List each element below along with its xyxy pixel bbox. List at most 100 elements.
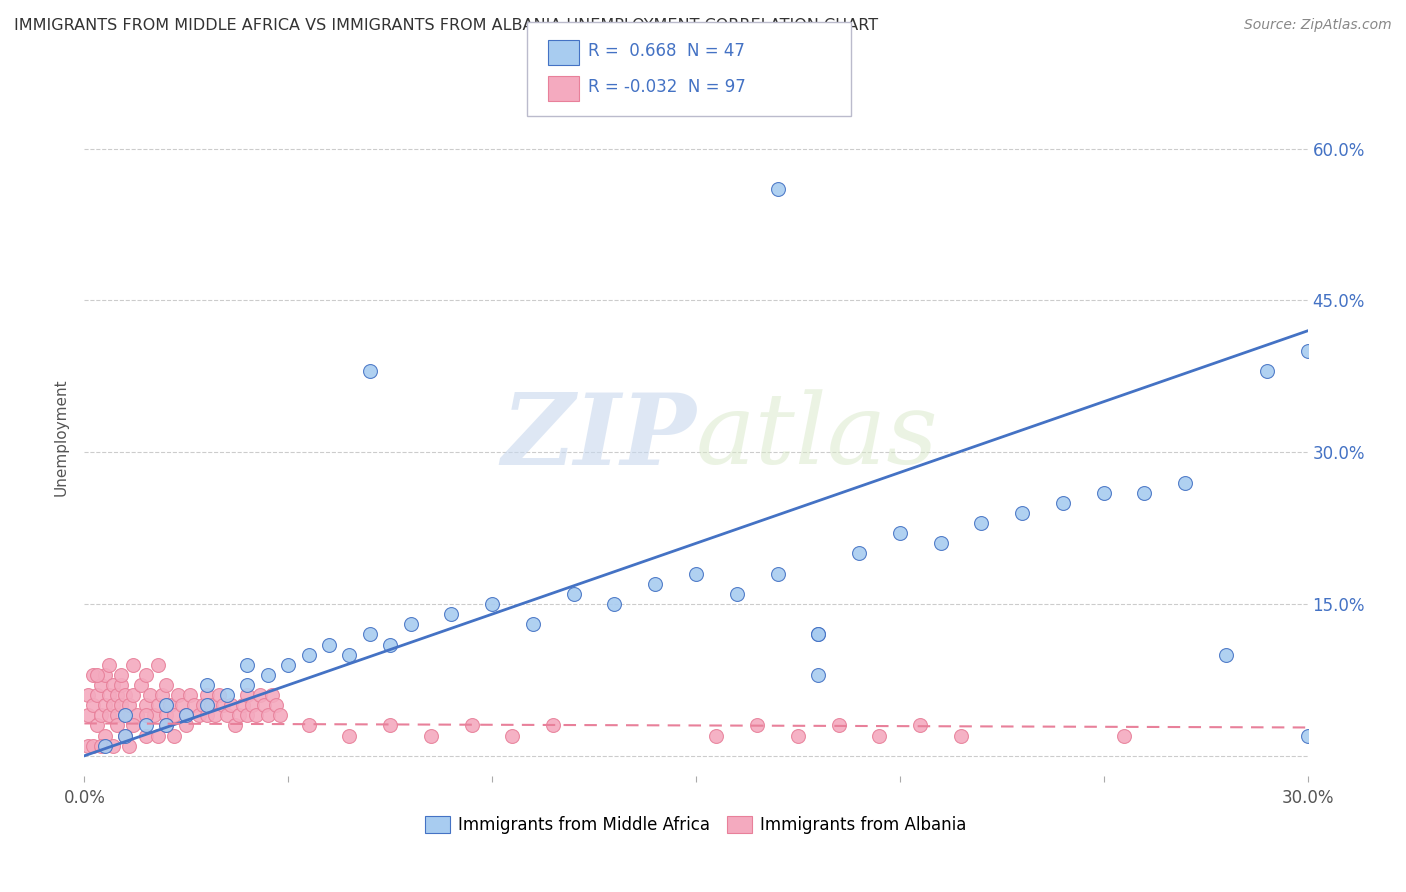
Point [110, 678, 132, 692]
Point [212, 698, 235, 713]
Text: ZIP: ZIP [501, 389, 696, 485]
Text: R =  0.668  N = 47: R = 0.668 N = 47 [588, 42, 745, 60]
Point [236, 708, 259, 723]
Point [236, 657, 259, 672]
Point [135, 729, 157, 743]
Point [807, 627, 830, 641]
Point [101, 698, 124, 713]
Point [269, 708, 291, 723]
Point [603, 597, 626, 611]
Point [127, 708, 149, 723]
Point [90, 708, 112, 723]
Point [174, 708, 197, 723]
Point [339, 648, 361, 662]
Point [232, 698, 254, 713]
Point [298, 718, 321, 732]
Point [82, 739, 104, 753]
Text: atlas: atlas [696, 390, 939, 484]
Point [440, 607, 463, 622]
Point [146, 657, 169, 672]
Point [155, 678, 177, 692]
Point [1133, 485, 1156, 500]
Point [93, 668, 115, 682]
Point [77, 739, 100, 753]
Point [950, 729, 973, 743]
Point [105, 718, 128, 732]
Point [191, 698, 214, 713]
Point [86, 668, 108, 682]
Point [1114, 729, 1136, 743]
Point [90, 678, 112, 692]
Point [163, 708, 186, 723]
Point [245, 708, 267, 723]
Point [110, 698, 132, 713]
Point [195, 688, 218, 702]
Point [135, 698, 157, 713]
Legend: Immigrants from Middle Africa, Immigrants from Albania: Immigrants from Middle Africa, Immigrant… [416, 807, 976, 842]
Point [253, 698, 276, 713]
Point [543, 718, 565, 732]
Point [114, 708, 136, 723]
Point [929, 536, 952, 550]
Point [114, 688, 136, 702]
Point [195, 698, 218, 713]
Point [93, 739, 115, 753]
Point [1256, 364, 1278, 378]
Point [249, 688, 271, 702]
Point [219, 698, 242, 713]
Point [174, 708, 197, 723]
Point [236, 678, 259, 692]
Point [114, 729, 136, 743]
Point [114, 708, 136, 723]
Point [264, 698, 287, 713]
Point [725, 587, 748, 601]
Point [163, 729, 186, 743]
Point [1296, 344, 1319, 359]
Point [122, 718, 145, 732]
Point [146, 729, 169, 743]
Point [359, 627, 381, 641]
Point [200, 698, 222, 713]
Point [172, 698, 194, 713]
Point [204, 708, 226, 723]
Point [257, 708, 280, 723]
Point [183, 698, 205, 713]
Point [82, 698, 104, 713]
Point [787, 729, 810, 743]
Point [105, 708, 128, 723]
Point [155, 718, 177, 732]
Point [122, 657, 145, 672]
Point [142, 708, 165, 723]
Point [97, 688, 120, 702]
Point [889, 526, 911, 541]
Text: IMMIGRANTS FROM MIDDLE AFRICA VS IMMIGRANTS FROM ALBANIA UNEMPLOYMENT CORRELATIO: IMMIGRANTS FROM MIDDLE AFRICA VS IMMIGRA… [14, 18, 879, 33]
Point [135, 708, 157, 723]
Point [747, 718, 769, 732]
Point [298, 648, 321, 662]
Point [155, 708, 177, 723]
Point [685, 566, 707, 581]
Point [101, 739, 124, 753]
Point [1011, 506, 1033, 520]
Point [228, 708, 250, 723]
Y-axis label: Unemployment: Unemployment [53, 378, 69, 496]
Point [257, 668, 280, 682]
Point [1215, 648, 1237, 662]
Point [481, 597, 503, 611]
Point [766, 566, 789, 581]
Text: R = -0.032  N = 97: R = -0.032 N = 97 [588, 78, 745, 95]
Point [224, 718, 246, 732]
Point [167, 688, 190, 702]
Point [502, 729, 524, 743]
Point [461, 718, 484, 732]
Point [807, 627, 830, 641]
Point [807, 668, 830, 682]
Point [93, 729, 115, 743]
Point [101, 678, 124, 692]
Point [195, 678, 218, 692]
Point [399, 617, 422, 632]
Point [90, 739, 112, 753]
Point [910, 718, 932, 732]
Point [828, 718, 851, 732]
Point [217, 708, 239, 723]
